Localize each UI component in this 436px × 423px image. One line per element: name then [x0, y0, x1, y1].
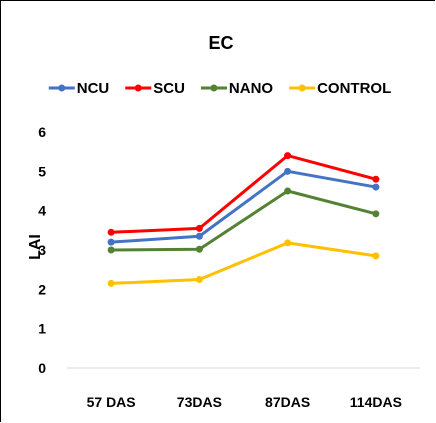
legend-item: NANO — [200, 80, 273, 97]
y-tick-label: 0 — [38, 360, 46, 376]
legend-label: SCU — [153, 80, 185, 97]
series-line — [111, 154, 377, 234]
y-tick-label: 5 — [38, 163, 46, 179]
x-tick-label: 114DAS — [350, 394, 402, 410]
series-line — [111, 189, 377, 252]
y-tick-label: 4 — [38, 203, 46, 219]
legend-swatch-marker — [134, 84, 142, 92]
x-tick-label: 73DAS — [177, 394, 222, 410]
legend-item: SCU — [125, 80, 185, 97]
data-point — [372, 252, 380, 260]
data-point — [107, 228, 115, 236]
data-point — [195, 224, 203, 232]
y-tick-label: 1 — [38, 321, 46, 337]
legend-swatch-marker — [58, 84, 66, 92]
data-point — [195, 245, 203, 253]
data-point — [107, 279, 115, 287]
y-axis-label: LAI — [27, 234, 44, 260]
legend-item: NCU — [48, 80, 110, 97]
data-point — [284, 239, 292, 247]
y-tick-label: 6 — [38, 124, 46, 140]
legend-label: NANO — [229, 80, 273, 97]
series-control — [107, 239, 380, 287]
y-tick-labels: 0 1 2 3 4 5 6 — [38, 124, 46, 376]
legend-item: CONTROL — [289, 80, 391, 97]
series-scu — [107, 152, 380, 236]
series-line — [111, 241, 377, 285]
data-point — [284, 187, 292, 195]
series-nano — [107, 187, 380, 254]
y-tick-label: 2 — [38, 281, 46, 297]
chart-title: EC — [208, 33, 233, 53]
x-tick-label: 87DAS — [265, 394, 310, 410]
x-tick-label: 57 DAS — [87, 394, 136, 410]
series-ncu — [107, 167, 380, 246]
series-lines — [107, 152, 380, 287]
data-point — [195, 232, 203, 240]
data-point — [284, 167, 292, 175]
legend-swatch-marker — [210, 84, 218, 92]
legend-label: NCU — [77, 80, 110, 97]
legend-swatch-marker — [298, 84, 306, 92]
data-point — [195, 276, 203, 283]
data-point — [372, 175, 380, 183]
data-point — [107, 238, 115, 246]
data-point — [372, 210, 380, 218]
data-point — [284, 152, 292, 160]
y-tick-label: 3 — [38, 242, 46, 258]
x-tick-labels: 57 DAS 73DAS 87DAS 114DAS — [87, 394, 402, 410]
data-point — [372, 183, 380, 191]
legend: NCU SCU NANO CONTROL — [48, 80, 391, 97]
series-line — [111, 169, 377, 244]
data-point — [107, 246, 115, 254]
legend-label: CONTROL — [317, 80, 391, 97]
